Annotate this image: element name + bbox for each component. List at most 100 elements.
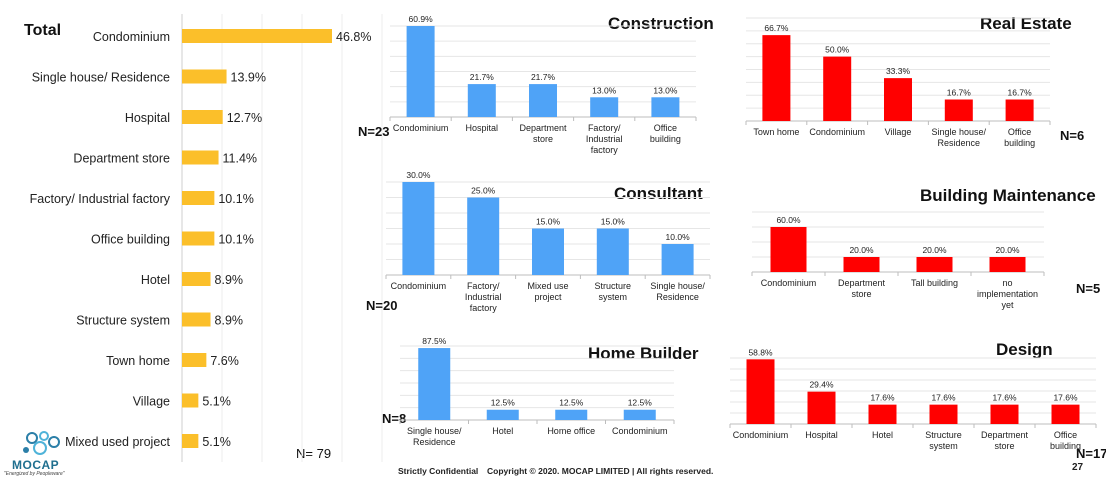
building-maintenance-chart-n-label: N=5 — [1076, 281, 1101, 296]
construction-bar — [467, 84, 496, 117]
real-estate-category-label: Office building — [1004, 127, 1035, 148]
home-builder-category-label-line: Hotel — [492, 426, 513, 436]
real-estate-value-label: 16.7% — [947, 87, 972, 97]
total-bar — [182, 150, 219, 165]
design-bar — [929, 404, 958, 424]
real-estate-value-label: 16.7% — [1008, 87, 1033, 97]
building-maintenance-value-label: 20.0% — [995, 245, 1020, 255]
real-estate-chart-n-label: N=6 — [1060, 128, 1085, 143]
total-chart-n-label: N= 79 — [296, 446, 332, 461]
real-estate-bar — [944, 99, 973, 121]
consultant-category-label: Condominium — [391, 281, 447, 291]
total-category-label: Structure system — [76, 314, 170, 328]
construction-chart-svg: 60.9% Condominium 21.7% Hospital 21.7% Depart… — [389, 14, 697, 155]
building-maintenance-chart-svg: 60.0% Condominium 20.0% Department store 20.0… — [751, 211, 1045, 310]
home-builder-chart: Home Builder N=8 87.5% Single house/Resid… — [356, 330, 712, 460]
home-builder-bar — [418, 348, 451, 420]
design-category-label: Department store — [981, 430, 1029, 451]
construction-category-label-line: Factory/ — [588, 123, 621, 133]
logo-tagline: "Energized by Peopleware" — [4, 471, 65, 477]
design-bar — [868, 404, 897, 424]
total-category-label: Hotel — [141, 273, 170, 287]
total-bar — [182, 110, 223, 124]
total-value-label: 12.7% — [227, 111, 262, 125]
home-builder-category-label: Single house/Residence — [407, 426, 462, 447]
consultant-value-label: 15.0% — [601, 217, 626, 227]
real-estate-bar — [884, 78, 912, 121]
total-bar — [182, 272, 211, 286]
design-category-label-line: Department — [981, 430, 1029, 440]
home-builder-bar — [623, 409, 656, 420]
home-builder-category-label: Home office — [547, 426, 595, 436]
construction-value-label: 21.7% — [531, 72, 556, 82]
real-estate-value-label: 66.7% — [764, 23, 789, 33]
home-builder-category-label-line: Residence — [413, 437, 456, 447]
footer-copyright: Copyright © 2020. MOCAP LIMITED | All ri… — [487, 466, 714, 476]
real-estate-value-label: 33.3% — [886, 66, 911, 76]
total-category-label: Factory/ Industrial factory — [30, 192, 171, 206]
design-chart-n-label: N=17 — [1076, 446, 1106, 461]
construction-bar — [406, 26, 435, 117]
construction-category-label-line: Office — [654, 123, 677, 133]
consultant-bar — [596, 228, 629, 275]
building-maintenance-value-label: 20.0% — [922, 245, 947, 255]
home-builder-value-label: 12.5% — [628, 398, 653, 408]
total-category-label: Department store — [73, 152, 170, 166]
construction-category-label-line: Department — [519, 123, 567, 133]
total-chart-svg: Condominium 46.8% Single house/ Residence 1… — [30, 14, 383, 462]
building-maintenance-category-label: Department store — [838, 278, 886, 299]
total-bar — [182, 191, 215, 205]
real-estate-bar — [1005, 99, 1034, 121]
total-value-label: 46.8% — [336, 30, 371, 44]
real-estate-value-label: 50.0% — [825, 45, 850, 55]
consultant-value-label: 25.0% — [471, 186, 496, 196]
consultant-bar — [661, 244, 694, 275]
building-maintenance-value-label: 20.0% — [849, 245, 874, 255]
building-maintenance-bar — [989, 257, 1026, 272]
consultant-value-label: 30.0% — [406, 170, 431, 180]
building-maintenance-category-label-line: yet — [1001, 300, 1014, 310]
construction-category-label: Office building — [650, 123, 681, 144]
consultant-category-label-line: Industrial — [465, 292, 502, 302]
consultant-category-label-line: Structure — [595, 281, 632, 291]
design-category-label-line: building — [1050, 441, 1081, 451]
design-value-label: 17.6% — [1053, 393, 1078, 403]
construction-value-label: 60.9% — [409, 14, 434, 24]
home-builder-chart-svg: 87.5% Single house/Residence 12.5% Hotel 12.… — [399, 336, 675, 447]
consultant-category-label-line: system — [599, 292, 628, 302]
total-value-label: 10.1% — [218, 233, 253, 247]
design-chart-svg: 58.8% Condominium 29.4% Hospital 17.6% Hotel 1… — [729, 347, 1097, 451]
design-bar — [807, 391, 836, 424]
building-maintenance-category-label-line: no — [1002, 278, 1012, 288]
total-bar — [182, 434, 199, 448]
building-maintenance-bar — [916, 257, 953, 272]
real-estate-bar — [762, 35, 791, 121]
building-maintenance-bar — [770, 227, 807, 272]
total-category-label: Hospital — [125, 111, 170, 125]
consultant-category-label: Factory/Industrial factory — [465, 281, 502, 313]
consultant-category-label: Mixed use project — [527, 281, 568, 302]
design-category-label: Condominium — [733, 430, 789, 440]
building-maintenance-value-label: 60.0% — [776, 215, 801, 225]
building-maintenance-category-label-line: implementation — [977, 289, 1038, 299]
mocap-logo: MOCAP "Energized by Peopleware" — [4, 430, 74, 477]
construction-value-label: 13.0% — [592, 85, 617, 95]
total-category-label: Village — [133, 395, 170, 409]
total-category-label: Mixed used project — [65, 435, 170, 449]
consultant-chart: Consultant N=20 30.0% Condominium 25.0% Fac… — [356, 166, 712, 326]
real-estate-category-label: Village — [885, 127, 912, 137]
design-value-label: 17.6% — [992, 393, 1017, 403]
construction-category-label: Condominium — [393, 123, 449, 133]
consultant-chart-svg: 30.0% Condominium 25.0% Factory/Industrial f… — [385, 170, 711, 313]
home-builder-category-label-line: Condominium — [612, 426, 668, 436]
design-category-label: Structure system — [925, 430, 962, 451]
design-chart-title: Design — [996, 340, 1053, 359]
real-estate-category-label-line: Single house/ — [932, 127, 987, 137]
design-category-label-line: store — [994, 441, 1014, 451]
consultant-category-label-line: Mixed use — [527, 281, 568, 291]
logo-name: MOCAP — [12, 458, 60, 472]
total-category-label: Condominium — [93, 30, 170, 44]
construction-value-label: 13.0% — [653, 85, 678, 95]
real-estate-category-label-line: Office — [1008, 127, 1031, 137]
real-estate-category-label-line: Residence — [938, 138, 981, 148]
